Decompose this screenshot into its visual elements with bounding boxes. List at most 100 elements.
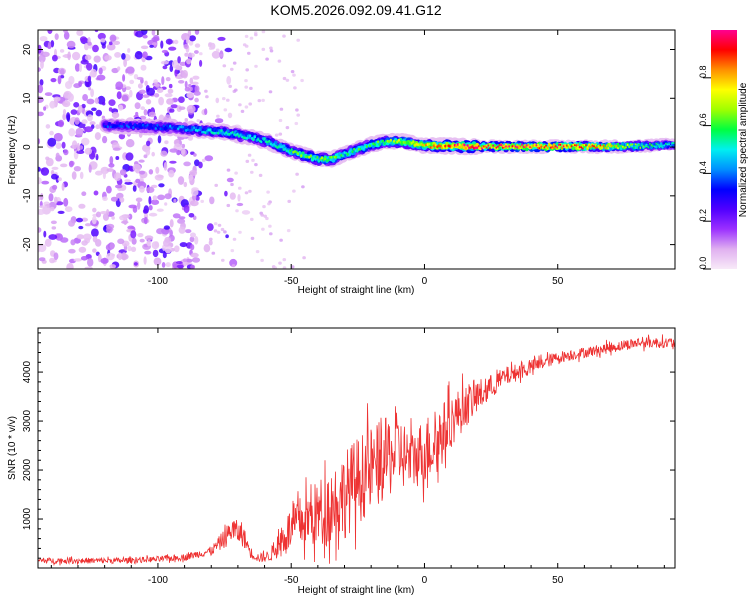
heatmap-noise-cell xyxy=(194,97,199,103)
snr-frame xyxy=(37,327,676,569)
heatmap-noise-cell xyxy=(216,114,220,118)
heatmap-noise-cell xyxy=(78,246,87,253)
heatmap-noise-cell xyxy=(98,67,103,75)
heatmap-ridge-cell xyxy=(199,128,202,132)
heatmap-noise-cell xyxy=(84,266,93,269)
heatmap-noise-cell xyxy=(178,226,186,234)
heatmap-noise-cell xyxy=(142,51,148,59)
heatmap-noise-cell xyxy=(81,137,90,146)
heatmap-noise-cell xyxy=(165,262,171,268)
heatmap-ridge-cell xyxy=(591,144,594,147)
heatmap-ridge-cell xyxy=(641,144,643,147)
heatmap-ridge-cell xyxy=(497,145,499,148)
heatmap-noise-cell xyxy=(148,205,153,211)
heatmap-noise-cell xyxy=(261,98,265,102)
heatmap-noise-cell xyxy=(59,49,65,53)
heatmap-noise-cell xyxy=(94,132,101,141)
heatmap-noise-cell xyxy=(144,80,148,86)
heatmap-noise-cell xyxy=(86,98,95,105)
heatmap-noise-cell xyxy=(164,244,172,254)
figure-title: KOM5.2026.092.09.41.G12 xyxy=(270,2,441,18)
heatmap-noise-cell xyxy=(102,170,106,180)
heatmap-noise-cell xyxy=(111,67,119,74)
heatmap-noise-cell xyxy=(181,69,188,79)
heatmap-noise-cell xyxy=(164,202,168,206)
heatmap-ridge-cell xyxy=(607,147,610,150)
heatmap-noise-cell xyxy=(84,223,92,227)
heatmap-noise-cell xyxy=(81,103,86,109)
heatmap-noise-cell xyxy=(38,111,44,117)
heatmap-noise-cell xyxy=(81,240,88,246)
heatmap-noise-cell xyxy=(245,68,249,72)
heatmap-noise-cell xyxy=(277,59,282,63)
heatmap-ridge-cell xyxy=(620,144,623,147)
heatmap-ridge-cell xyxy=(297,152,300,156)
heatmap-ridge-cell xyxy=(489,147,491,150)
heatmap-ridge-cell xyxy=(455,144,458,148)
heatmap-noise-cell xyxy=(99,211,108,215)
heatmap-ridge-cell xyxy=(132,126,135,129)
heatmap-noise-cell xyxy=(76,217,83,223)
heatmap-noise-cell xyxy=(121,94,129,102)
heatmap-noise-cell xyxy=(260,213,265,217)
heatmap-noise-cell xyxy=(222,64,227,68)
heatmap-noise-cell xyxy=(54,33,59,40)
heatmap-noise-cell xyxy=(194,43,201,48)
heatmap-noise-cell xyxy=(124,181,133,185)
colorbar-tick-label: 0.6 xyxy=(698,113,708,126)
heatmap-ridge-cell xyxy=(157,125,161,129)
heatmap-noise-cell xyxy=(137,201,141,210)
heatmap-ridge-cell xyxy=(519,145,522,148)
heatmap-ridge-cell xyxy=(557,145,561,150)
heatmap-noise-cell xyxy=(278,118,283,123)
heatmap-ridge-cell xyxy=(672,143,675,148)
heatmap-noise-cell xyxy=(244,44,249,48)
heatmap-noise-cell xyxy=(80,59,89,65)
heatmap-noise-cell xyxy=(81,191,87,196)
heatmap-noise-cell xyxy=(191,81,199,86)
heatmap-ridge-cell xyxy=(401,141,404,144)
heatmap-noise-cell xyxy=(38,96,44,103)
heatmap-noise-cell xyxy=(70,239,76,246)
heatmap-ridge-cell xyxy=(324,157,327,161)
heatmap-noise-cell xyxy=(250,236,255,240)
heatmap-ridge-cell xyxy=(121,125,124,128)
heatmap-noise-cell xyxy=(170,104,178,109)
heatmap-noise-cell xyxy=(189,86,193,92)
heatmap-noise-cell xyxy=(178,216,186,220)
heatmap-ridge-cell xyxy=(127,125,130,129)
heatmap-ridge-cell xyxy=(650,145,653,150)
heatmap-noise-cell xyxy=(143,109,148,116)
heatmap-ridge-cell xyxy=(114,124,117,128)
heatmap-noise-cell xyxy=(204,155,214,162)
heatmap-noise-cell xyxy=(83,233,92,241)
heatmap-noise-cell xyxy=(63,30,68,33)
heatmap-ridge-cell xyxy=(471,145,474,149)
heatmap-noise-cell xyxy=(59,68,65,76)
heatmap-noise-cell xyxy=(146,186,155,193)
heatmap-ridge-cell xyxy=(535,144,538,147)
heatmap-noise-cell xyxy=(151,42,157,46)
heatmap-ridge-cell xyxy=(639,146,642,149)
heatmap-noise-cell xyxy=(109,242,115,250)
heatmap-noise-cell xyxy=(38,84,44,94)
heatmap-ridge-cell xyxy=(660,145,662,148)
heatmap-noise-cell xyxy=(49,100,56,109)
heatmap-ridge-cell xyxy=(671,141,674,145)
heatmap-ridge-cell xyxy=(466,144,469,147)
heatmap-ridge-cell xyxy=(533,144,536,147)
heatmap-ridge-cell xyxy=(377,140,380,144)
heatmap-ridge-cell xyxy=(249,134,252,138)
heatmap-y-tick-label: 0 xyxy=(22,144,33,150)
heatmap-noise-cell xyxy=(213,222,218,226)
heatmap-noise-cell xyxy=(241,210,251,215)
heatmap-ridge-cell xyxy=(348,150,351,154)
heatmap-ridge-cell xyxy=(164,127,167,131)
heatmap-noise-cell xyxy=(226,98,230,102)
heatmap-noise-cell xyxy=(106,209,110,217)
heatmap-ridge-cell xyxy=(565,144,568,147)
heatmap-noise-cell xyxy=(261,30,266,34)
heatmap-noise-cell xyxy=(160,60,169,65)
heatmap-noise-cell xyxy=(216,230,221,234)
heatmap-ridge-cell xyxy=(156,123,159,127)
